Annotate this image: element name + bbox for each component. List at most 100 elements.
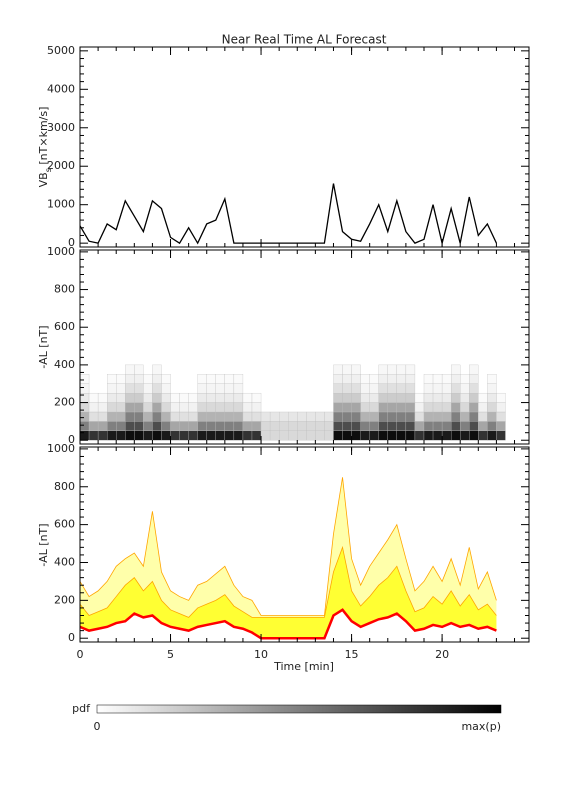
pdf-cell xyxy=(188,430,198,441)
pdf-cell xyxy=(324,411,334,422)
pdf-cell xyxy=(369,402,379,413)
pdf-cell xyxy=(460,383,470,394)
pdf-cell xyxy=(441,430,452,441)
colorbar-min-label: 0 xyxy=(94,720,101,733)
pdf-cell xyxy=(378,402,388,413)
pdf-cell xyxy=(378,374,388,384)
pdf-cell xyxy=(478,402,488,413)
pdf-cell xyxy=(324,430,334,441)
y-axis-label: VBs [nT×km/s] xyxy=(37,107,53,188)
pdf-cell xyxy=(469,364,479,375)
pdf-cell xyxy=(251,421,262,431)
pdf-cell xyxy=(324,421,334,431)
pdf-cell xyxy=(432,411,443,422)
pdf-cell xyxy=(387,374,397,384)
pdf-cell xyxy=(387,402,397,413)
pdf-cell xyxy=(387,364,397,375)
pdf-cell xyxy=(460,374,470,384)
pdf-cell xyxy=(405,411,416,422)
pdf-cell xyxy=(369,392,379,403)
pdf-cell xyxy=(125,392,135,403)
y-tick-label: 1000 xyxy=(47,245,75,258)
pdf-cell xyxy=(116,392,126,403)
pdf-cell xyxy=(80,421,90,431)
pdf-cell xyxy=(487,392,497,403)
pdf-cell xyxy=(441,392,452,403)
pdf-cell xyxy=(333,364,343,375)
pdf-cell xyxy=(125,402,135,413)
pdf-cell xyxy=(460,430,470,441)
pdf-cell xyxy=(206,402,216,413)
pdf-cell xyxy=(224,374,235,384)
pdf-cell xyxy=(441,421,452,431)
pdf-cell xyxy=(450,411,461,422)
pdf-cell xyxy=(288,430,298,441)
pdf-cell xyxy=(125,383,135,394)
pdf-cell xyxy=(80,383,90,394)
pdf-cell xyxy=(351,392,361,403)
pdf-cell xyxy=(97,402,108,413)
pdf-cell xyxy=(342,383,352,394)
pdf-cell xyxy=(342,402,352,413)
pdf-cell xyxy=(288,411,298,422)
pdf-cell xyxy=(405,421,416,431)
y-tick-label: 200 xyxy=(54,396,75,409)
pdf-cell xyxy=(197,402,207,413)
pdf-cell xyxy=(152,374,162,384)
pdf-cell xyxy=(224,383,235,394)
pdf-cell xyxy=(297,411,307,422)
pdf-cell xyxy=(369,374,379,384)
pdf-cell xyxy=(134,411,144,422)
pdf-cell xyxy=(469,402,479,413)
pdf-cell xyxy=(450,364,461,375)
pdf-cell xyxy=(496,392,506,403)
pdf-cell xyxy=(414,421,425,431)
pdf-cell xyxy=(224,430,235,441)
pdf-cell xyxy=(478,392,488,403)
pdf-cell xyxy=(405,364,416,375)
pdf-cell xyxy=(97,430,108,441)
pdf-cell xyxy=(116,430,126,441)
median-line xyxy=(80,608,497,640)
pdf-cell xyxy=(469,374,479,384)
pdf-cell xyxy=(116,421,126,431)
pdf-cell xyxy=(269,411,280,422)
x-axis-label: Time [min] xyxy=(273,660,334,673)
pdf-cell xyxy=(342,374,352,384)
pdf-cell xyxy=(496,421,506,431)
pdf-cell xyxy=(233,392,244,403)
pdf-cell xyxy=(351,364,361,375)
pdf-cell xyxy=(134,421,144,431)
pdf-cell xyxy=(487,383,497,394)
pdf-cell xyxy=(423,374,434,384)
pdf-cell xyxy=(188,392,198,403)
pdf-cell xyxy=(143,383,153,394)
pdf-cell xyxy=(360,374,370,384)
pdf-cell xyxy=(432,383,443,394)
pdf-cell xyxy=(206,383,216,394)
pdf-cell xyxy=(161,430,171,441)
pdf-cell xyxy=(441,402,452,413)
pdf-cell xyxy=(152,421,162,431)
pdf-cell xyxy=(260,421,271,431)
pdf-cell xyxy=(487,411,497,422)
pdf-cell xyxy=(351,374,361,384)
pdf-cell xyxy=(369,421,379,431)
y-tick-label: 0 xyxy=(68,236,75,249)
pdf-cell xyxy=(215,421,225,431)
pdf-cell xyxy=(233,402,244,413)
pdf-cell xyxy=(432,430,443,441)
y-tick-label: 400 xyxy=(54,358,75,371)
pdf-cell xyxy=(423,383,434,394)
pdf-cell xyxy=(251,402,262,413)
pdf-cell xyxy=(360,392,370,403)
pdf-cell xyxy=(369,430,379,441)
x-tick-label: 5 xyxy=(167,648,174,661)
pdf-cell xyxy=(224,402,235,413)
y-tick-label: 1000 xyxy=(47,442,75,455)
pdf-cell xyxy=(351,402,361,413)
pdf-cell xyxy=(107,421,117,431)
pdf-cell xyxy=(396,421,407,431)
